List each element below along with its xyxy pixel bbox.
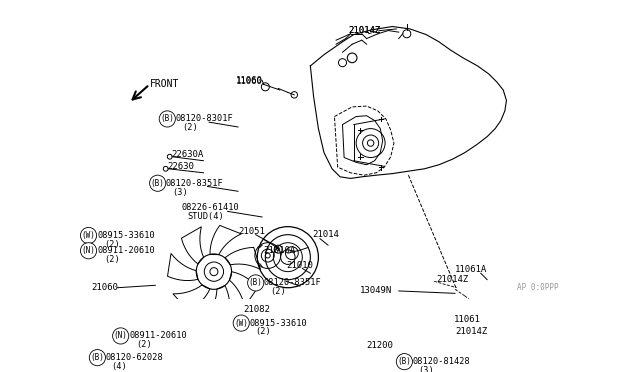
Text: 11060: 11060: [236, 76, 262, 85]
Text: 21200: 21200: [367, 341, 394, 350]
Text: 21014Z: 21014Z: [436, 275, 468, 284]
Text: 08120-8351F: 08120-8351F: [166, 179, 223, 188]
Text: 21010A: 21010A: [264, 246, 296, 255]
Text: (4): (4): [111, 362, 127, 371]
Text: 08915-33610: 08915-33610: [249, 318, 307, 328]
Text: 08915-33610: 08915-33610: [97, 231, 155, 240]
Text: (W): (W): [82, 231, 95, 240]
Text: (B): (B): [249, 278, 262, 288]
Text: 22630A: 22630A: [172, 150, 204, 159]
Text: 08226-61410: 08226-61410: [182, 203, 239, 212]
Text: 13049N: 13049N: [360, 286, 392, 295]
Text: (B): (B): [150, 179, 164, 188]
Text: (B): (B): [161, 115, 174, 124]
Text: 08120-8351F: 08120-8351F: [264, 278, 321, 288]
Text: (B): (B): [90, 353, 104, 362]
Text: 11060: 11060: [236, 77, 262, 86]
Text: 21082: 21082: [244, 305, 271, 314]
Text: 21014Z: 21014Z: [348, 26, 380, 35]
Text: 08120-62028: 08120-62028: [106, 353, 163, 362]
Text: 21010: 21010: [286, 261, 313, 270]
Text: (2): (2): [104, 255, 120, 264]
Text: 08911-20610: 08911-20610: [129, 331, 188, 340]
Text: (N): (N): [114, 331, 127, 340]
Text: (2): (2): [270, 287, 286, 296]
Text: STUD(4): STUD(4): [188, 212, 224, 221]
Text: 08120-8301F: 08120-8301F: [175, 115, 233, 124]
Text: 08120-81428: 08120-81428: [412, 357, 470, 366]
Text: 21014Z: 21014Z: [348, 26, 380, 35]
Text: FRONT: FRONT: [150, 79, 179, 89]
Text: 11061: 11061: [454, 315, 481, 324]
Text: 21060: 21060: [91, 283, 118, 292]
Text: 21014: 21014: [312, 230, 339, 239]
Text: 11061A: 11061A: [455, 265, 487, 274]
Text: (W): (W): [234, 318, 248, 328]
Text: 21051: 21051: [238, 227, 265, 236]
Text: (3): (3): [418, 366, 434, 372]
Text: 22630: 22630: [167, 162, 194, 171]
Text: AP 0:0PPP: AP 0:0PPP: [517, 283, 559, 292]
Text: (3): (3): [172, 187, 188, 196]
Text: (2): (2): [182, 123, 198, 132]
Text: (N): (N): [82, 246, 95, 255]
Text: (2): (2): [104, 240, 120, 249]
Text: (2): (2): [136, 340, 152, 349]
Text: (B): (B): [397, 357, 412, 366]
Text: 08911-20610: 08911-20610: [97, 246, 155, 255]
Text: 21014Z: 21014Z: [455, 327, 487, 336]
Text: (2): (2): [256, 327, 271, 336]
